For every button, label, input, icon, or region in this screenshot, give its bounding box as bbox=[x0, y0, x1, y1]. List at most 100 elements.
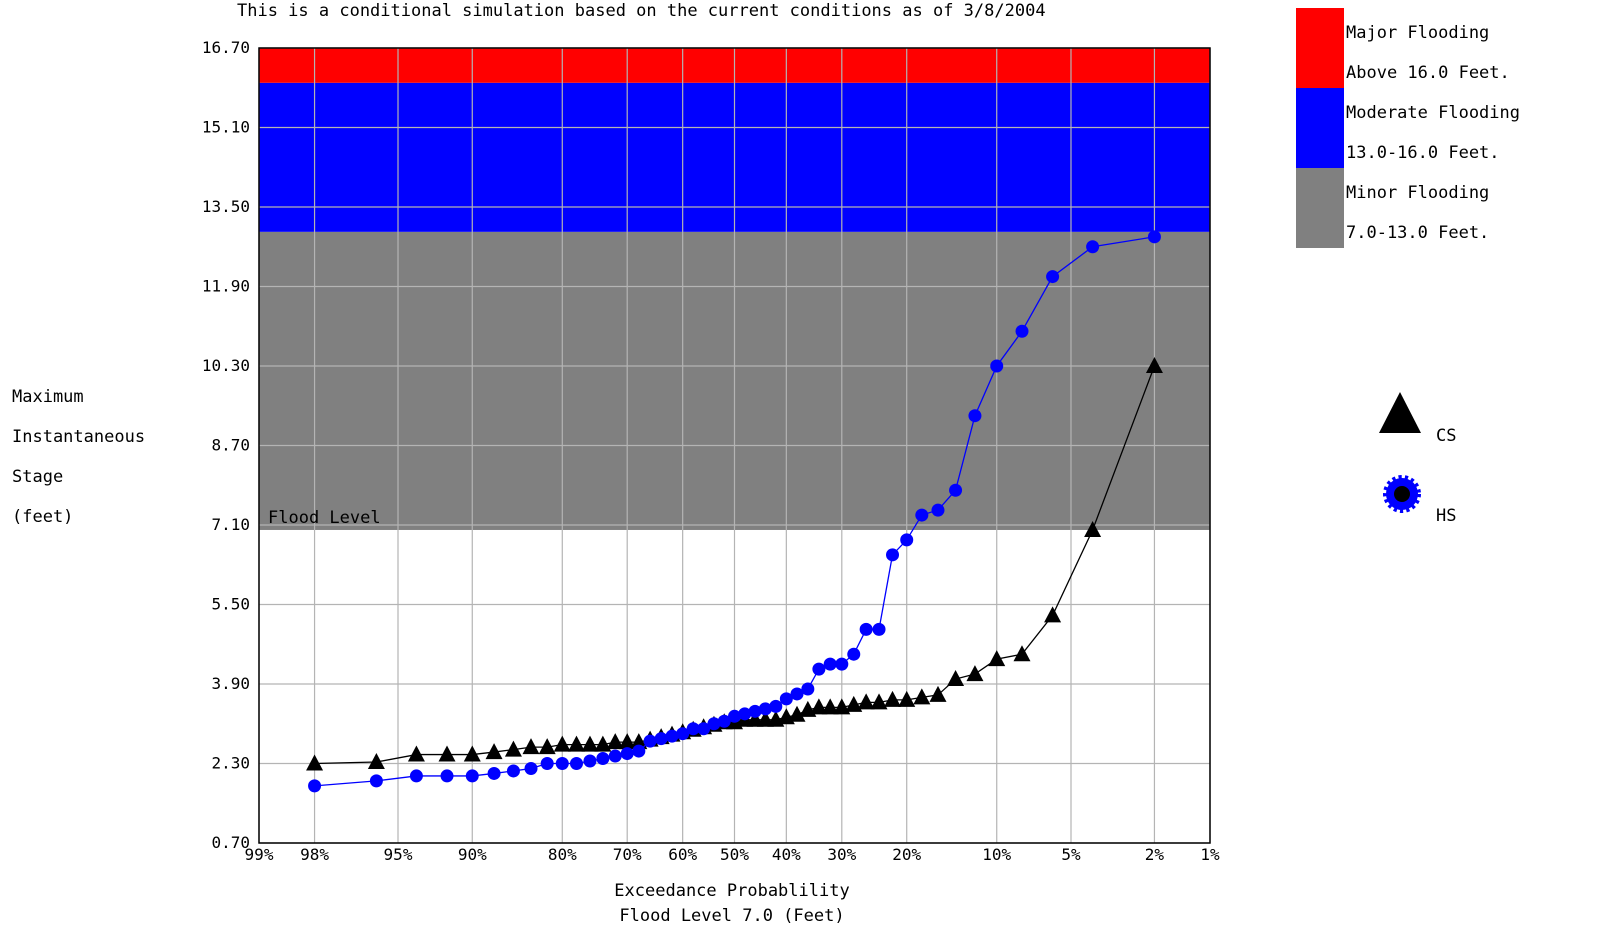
legend-category-label: Moderate Flooding bbox=[1346, 103, 1520, 123]
x-tick-label: 60% bbox=[668, 845, 697, 864]
hs-point bbox=[835, 657, 849, 671]
cs-point bbox=[1044, 606, 1062, 623]
hs-point bbox=[717, 714, 731, 728]
y-tick-label: 11.90 bbox=[202, 277, 250, 296]
hs-point bbox=[632, 744, 646, 758]
legend-cs-label: CS bbox=[1436, 426, 1456, 446]
x-tick-label: 30% bbox=[827, 845, 856, 864]
cs-point bbox=[463, 745, 481, 762]
series-legend: CS HS bbox=[1379, 392, 1456, 526]
hs-point bbox=[1086, 240, 1100, 254]
x-tick-label: 95% bbox=[384, 845, 413, 864]
hs-point bbox=[790, 687, 804, 701]
x-tick-label: 98% bbox=[300, 845, 329, 864]
hs-point bbox=[931, 503, 945, 517]
cs-point bbox=[306, 754, 324, 771]
cs-point bbox=[788, 705, 806, 722]
legend-swatch-1 bbox=[1296, 88, 1344, 168]
x-tick-labels: 99% 98% 95% 90% 80% 70% 60% 50% 40% 30% 20% 10% 5% 2%… bbox=[245, 845, 1220, 864]
hs-point bbox=[369, 774, 383, 788]
cs-point bbox=[810, 698, 828, 715]
chart-title: This is a conditional simulation based o… bbox=[237, 1, 1046, 21]
cs-point bbox=[618, 733, 636, 750]
y-axis-label-line: Maximum bbox=[12, 387, 84, 407]
cs-point bbox=[833, 698, 851, 715]
hs-point bbox=[872, 622, 886, 636]
cs-point bbox=[522, 738, 540, 755]
y-tick-label: 16.70 bbox=[202, 38, 250, 57]
hs-point bbox=[608, 749, 622, 763]
hs-point bbox=[728, 709, 741, 723]
y-tick-label: 8.70 bbox=[211, 436, 250, 455]
cs-point bbox=[821, 698, 839, 715]
hs-point bbox=[968, 409, 982, 423]
hs-point bbox=[738, 707, 752, 721]
hs-point bbox=[886, 548, 900, 562]
cs-point bbox=[857, 693, 875, 710]
hs-point bbox=[555, 757, 569, 770]
hs-point bbox=[900, 533, 914, 547]
hs-point bbox=[487, 766, 501, 780]
hs-point bbox=[990, 359, 1004, 373]
x-tick-label: 90% bbox=[458, 845, 487, 864]
legend-hs-dot-icon bbox=[1394, 486, 1410, 502]
x-tick-label: 50% bbox=[720, 845, 749, 864]
x-tick-label: 40% bbox=[772, 845, 801, 864]
flood-level-label: Flood Level bbox=[268, 508, 381, 528]
hs-point bbox=[697, 722, 711, 736]
hs-point bbox=[308, 779, 322, 793]
cs-point bbox=[966, 665, 984, 682]
cs-point bbox=[567, 735, 585, 752]
hs-point bbox=[643, 734, 657, 748]
cs-point bbox=[407, 745, 425, 762]
y-tick-label: 10.30 bbox=[202, 356, 250, 375]
y-axis-label-line: Stage bbox=[12, 467, 63, 487]
cs-point bbox=[913, 688, 931, 705]
cs-point bbox=[929, 685, 947, 702]
cs-point bbox=[367, 753, 385, 770]
legend-category-label: Major Flooding bbox=[1346, 23, 1489, 43]
legend-swatch-2 bbox=[1296, 168, 1344, 248]
hs-point bbox=[440, 769, 454, 783]
legend-cs-triangle-icon bbox=[1379, 392, 1421, 433]
hs-point bbox=[812, 662, 826, 676]
hs-point bbox=[524, 761, 538, 775]
legend-range-label: 7.0-13.0 Feet. bbox=[1346, 223, 1489, 243]
cs-point bbox=[504, 740, 522, 757]
hs-point bbox=[506, 764, 520, 778]
legend-hs-label: HS bbox=[1436, 506, 1456, 526]
hs-point bbox=[823, 657, 837, 671]
y-tick-label: 0.70 bbox=[211, 833, 250, 852]
hs-point bbox=[409, 769, 423, 783]
x-tick-label: 80% bbox=[548, 845, 577, 864]
cs-point bbox=[1084, 520, 1102, 537]
hs-point bbox=[779, 692, 793, 706]
x-axis-label-line: Exceedance Probablility bbox=[614, 881, 849, 901]
y-tick-label: 13.50 bbox=[202, 197, 250, 216]
cs-point bbox=[845, 695, 863, 712]
hs-point bbox=[1015, 324, 1029, 338]
hs-point bbox=[758, 702, 772, 716]
hs-point bbox=[620, 747, 634, 761]
y-axis-label-line: (feet) bbox=[12, 507, 73, 527]
hs-point bbox=[707, 717, 721, 731]
cs-point bbox=[1145, 357, 1163, 373]
hs-point bbox=[801, 682, 815, 696]
hs-point bbox=[665, 729, 679, 743]
cs-point bbox=[898, 690, 916, 707]
legend-range-label: 13.0-16.0 Feet. bbox=[1346, 143, 1500, 163]
hs-point bbox=[915, 508, 929, 522]
x-tick-label: 2% bbox=[1145, 845, 1165, 864]
hs-point bbox=[686, 722, 700, 736]
hs-point bbox=[769, 699, 783, 713]
hs-point bbox=[569, 757, 583, 770]
cs-point bbox=[594, 735, 612, 752]
y-axis-label-line: Instantaneous bbox=[12, 427, 145, 447]
hs-point bbox=[654, 732, 668, 746]
y-tick-label: 7.10 bbox=[211, 515, 250, 534]
hs-point bbox=[596, 752, 610, 766]
y-tick-labels: 16.70 15.10 13.50 11.90 10.30 8.70 7.10 5.50 3.9… bbox=[202, 38, 250, 852]
hs-point bbox=[1147, 230, 1161, 244]
cs-point bbox=[1013, 645, 1031, 662]
